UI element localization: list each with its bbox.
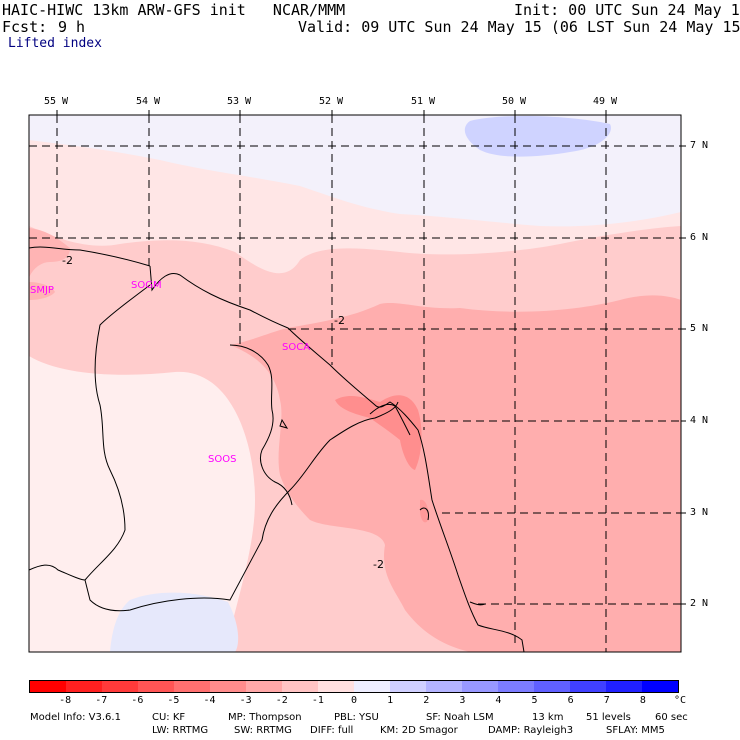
legend-swatch xyxy=(174,681,210,692)
legend-tick-label: -2 xyxy=(275,695,288,706)
fill-minus2-region xyxy=(230,295,681,652)
lat-label: 5 N xyxy=(690,323,709,334)
lat-label: 6 N xyxy=(690,232,709,243)
legend-swatch xyxy=(426,681,462,692)
legend-tick-label: 2 xyxy=(423,695,430,706)
legend-tick-label: 8 xyxy=(639,695,646,706)
lon-label: 55 W xyxy=(44,96,69,107)
footer-diff: DIFF: full xyxy=(310,725,354,736)
forecast-hour: 9 h xyxy=(58,18,86,36)
fill-west-interior xyxy=(29,356,255,652)
coastline-borders xyxy=(28,246,525,653)
lon-label: 50 W xyxy=(502,96,527,107)
station-label: SMJP xyxy=(30,285,54,296)
lat-label: 4 N xyxy=(690,415,709,426)
footer-damp: DAMP: Rayleigh3 xyxy=(488,725,574,736)
legend-tick-label: -1 xyxy=(311,695,324,706)
footer-sflay: SFLAY: MM5 xyxy=(606,725,665,736)
station-label: SOGM xyxy=(131,280,162,291)
contour-label: -2 xyxy=(373,558,384,571)
footer-sw: SW: RRTMG xyxy=(234,725,292,736)
color-scale-bar xyxy=(29,680,679,693)
lat-label: 3 N xyxy=(690,507,709,518)
fill-minus3-spot xyxy=(420,499,429,523)
legend-swatch xyxy=(570,681,606,692)
legend-tick-label: 0 xyxy=(350,695,358,706)
lat-label: 7 N xyxy=(690,140,709,151)
lat-label: 2 N xyxy=(690,598,709,609)
footer-mp: MP: Thompson xyxy=(228,712,302,723)
valid-time: Valid: 09 UTC Sun 24 May 15 (06 LST Sun … xyxy=(298,18,740,36)
legend-unit: °C xyxy=(674,695,687,706)
footer-km: KM: 2D Smagor xyxy=(380,725,458,736)
legend-tick-label: 1 xyxy=(387,695,394,706)
legend-swatch xyxy=(318,681,354,692)
legend-swatch xyxy=(354,681,390,692)
init-time: Init: 00 UTC Sun 24 May 15 xyxy=(514,1,740,19)
footer-model-info: Model Info: V3.6.1 xyxy=(30,712,121,723)
fill-northwest-minus2 xyxy=(29,228,70,278)
legend-swatch xyxy=(606,681,642,692)
lon-label: 54 W xyxy=(136,96,161,107)
lon-label: 49 W xyxy=(593,96,618,107)
legend-tick-label: -4 xyxy=(203,695,216,706)
lon-label: 53 W xyxy=(227,96,252,107)
footer-sf: SF: Noah LSM xyxy=(426,712,494,723)
legend-swatch xyxy=(390,681,426,692)
legend-tick-label: 5 xyxy=(531,695,538,706)
coastline-east xyxy=(149,265,525,653)
legend-tick-label: 4 xyxy=(495,695,502,706)
river-inland xyxy=(229,344,293,506)
legend-swatch xyxy=(642,681,678,692)
footer-cu: CU: KF xyxy=(152,712,186,723)
legend-swatch xyxy=(30,681,66,692)
legend-tick-label: -6 xyxy=(131,695,144,706)
fill-smjp-minus2 xyxy=(29,282,55,300)
legend-swatch xyxy=(282,681,318,692)
field-name: Lifted index xyxy=(8,36,102,51)
lon-label: 51 W xyxy=(411,96,436,107)
legend-swatch xyxy=(246,681,282,692)
frame-ticks xyxy=(56,110,686,605)
station-label: SOOS xyxy=(208,454,236,465)
lat-lon-grid xyxy=(29,115,681,652)
fill-southwest-blue xyxy=(110,592,239,652)
footer-lw: LW: RRTMG xyxy=(152,725,209,736)
border-southwest xyxy=(28,564,86,581)
legend-tick-label: -5 xyxy=(167,695,180,706)
legend-swatch xyxy=(102,681,138,692)
footer-timestep: 60 sec xyxy=(655,712,688,723)
contour-label: -2 xyxy=(334,314,345,327)
legend-swatch xyxy=(498,681,534,692)
footer-levels: 51 levels xyxy=(586,712,631,723)
border-inland xyxy=(84,284,399,612)
legend-swatch xyxy=(534,681,570,692)
forecast-label: Fcst: xyxy=(2,18,48,36)
legend-tick-label: 6 xyxy=(567,695,574,706)
legend-swatch xyxy=(138,681,174,692)
contour-label: -2 xyxy=(62,254,73,267)
legend-tick-label: 7 xyxy=(603,695,610,706)
legend-swatch xyxy=(462,681,498,692)
footer-resolution: 13 km xyxy=(532,712,564,723)
fill-minus3-core xyxy=(335,395,422,470)
legend-tick-label: -8 xyxy=(59,695,72,706)
lon-label: 52 W xyxy=(319,96,344,107)
coast-detail-2 xyxy=(419,507,429,521)
station-label: SOCA xyxy=(282,342,310,353)
footer-pbl: PBL: YSU xyxy=(334,712,379,723)
legend-swatch xyxy=(210,681,246,692)
legend-tick-label: 3 xyxy=(459,695,466,706)
border-river xyxy=(369,403,411,436)
legend-tick-label: -7 xyxy=(95,695,108,706)
model-title: HAIC-HIWC 13km ARW-GFS init NCAR/MMM xyxy=(2,1,346,19)
legend-tick-label: -3 xyxy=(239,695,252,706)
island-detail xyxy=(279,418,289,429)
map-frame xyxy=(28,114,682,653)
legend-swatch xyxy=(66,681,102,692)
coastline-north xyxy=(28,246,151,267)
